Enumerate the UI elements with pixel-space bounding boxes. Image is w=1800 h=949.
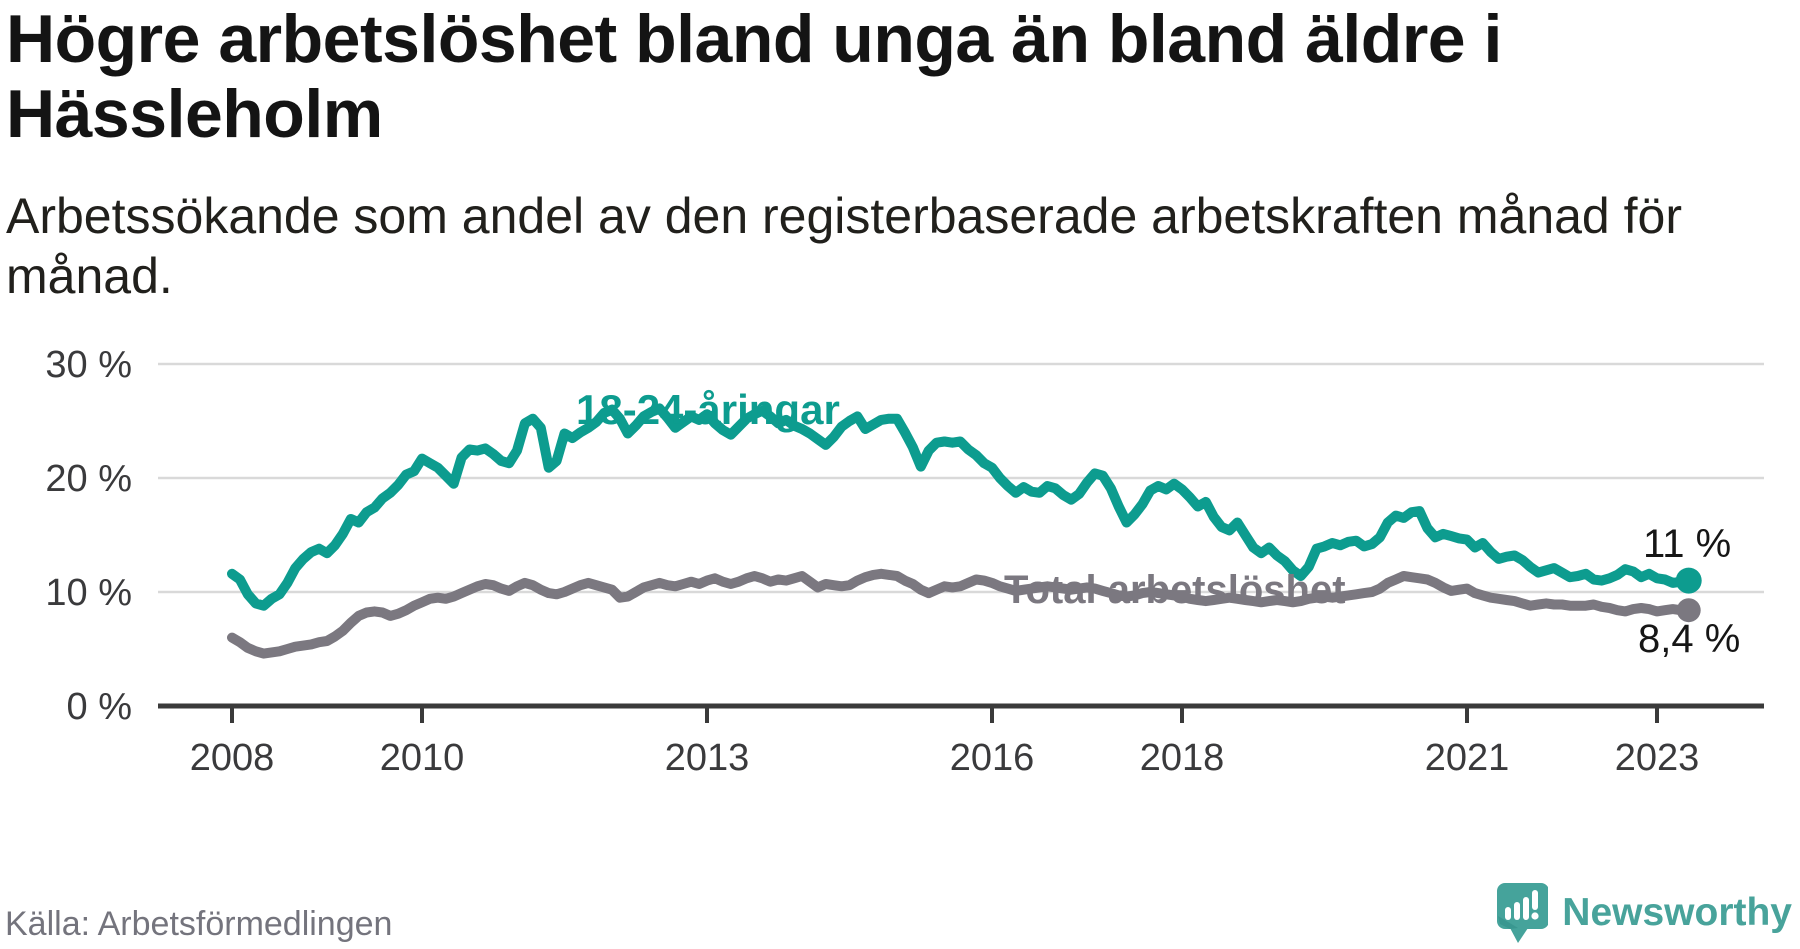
logo-bar-2 [1514, 902, 1521, 920]
logo-bubble-shadow [1498, 916, 1519, 929]
page-subtitle: Arbetssökande som andel av den registerb… [6, 186, 1682, 306]
y-axis-labels: 0 % 10 % 20 % 30 % [45, 344, 132, 728]
page-title-line1: Högre arbetslöshet bland unga än bland ä… [6, 1, 1502, 77]
end-value-label-young: 11 % [1643, 522, 1731, 566]
y-tick-label-10: 10 % [45, 572, 132, 614]
x-tick-label-2013: 2013 [665, 737, 750, 779]
logo-exclamation-dot [1531, 912, 1539, 920]
newsworthy-logo: Newsworthy [1496, 882, 1792, 944]
x-tick-label-2010: 2010 [380, 737, 465, 779]
page-title: Högre arbetslöshet bland unga än bland ä… [6, 2, 1502, 152]
series-line-young [227, 403, 1694, 611]
series-lines [227, 403, 1702, 659]
page-subtitle-line2: månad. [6, 248, 173, 304]
newsworthy-logo-text: Newsworthy [1562, 891, 1792, 934]
end-value-label-total: 8,4 % [1638, 617, 1740, 661]
series-label-total: Total arbetslöshet [1004, 568, 1346, 612]
y-tick-label-30: 30 % [45, 344, 132, 386]
x-tick-label-2008: 2008 [190, 737, 275, 779]
logo-exclamation-bar [1532, 890, 1539, 910]
series-label-young: 18-24-åringar [576, 386, 840, 433]
logo-bubble-tail [1510, 928, 1529, 943]
page-title-line2: Hässleholm [6, 76, 383, 152]
y-tick-label-20: 20 % [45, 458, 132, 500]
logo-bar-1 [1505, 907, 1512, 920]
series-end-dot-total [1676, 598, 1701, 623]
series-line-total [227, 568, 1694, 659]
y-tick-label-0: 0 % [67, 686, 132, 728]
page-subtitle-line1: Arbetssökande som andel av den registerb… [6, 188, 1682, 244]
logo-bar-3 [1523, 897, 1530, 920]
series-end-dot-young [1675, 567, 1702, 594]
x-tick-label-2016: 2016 [950, 737, 1035, 779]
source-note: Källa: Arbetsförmedlingen [5, 905, 393, 943]
x-tick-label-2021: 2021 [1425, 737, 1510, 779]
x-tick-label-2018: 2018 [1140, 737, 1225, 779]
gridlines [158, 362, 1764, 594]
x-axis: 2008 2010 2013 2016 2018 2021 2023 [158, 703, 1764, 779]
newsworthy-logo-icon [1496, 882, 1550, 944]
x-tick-label-2023: 2023 [1615, 737, 1700, 779]
